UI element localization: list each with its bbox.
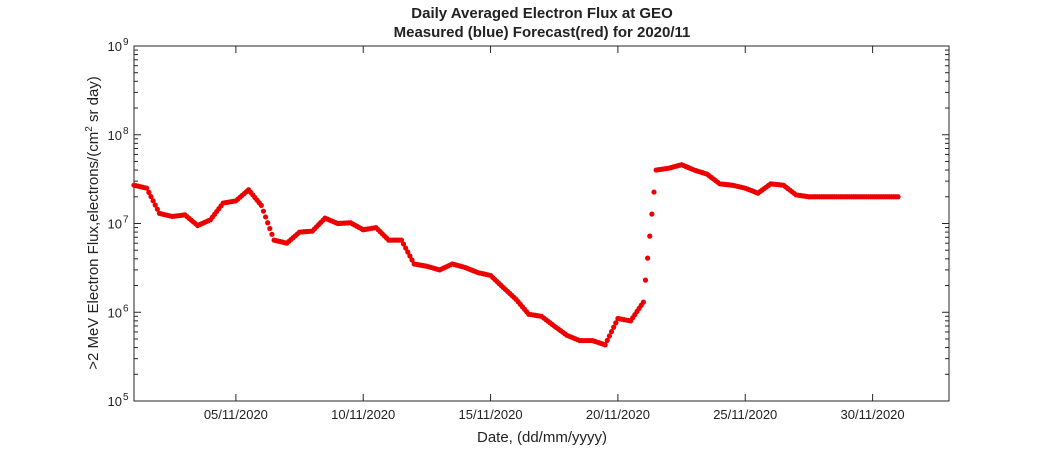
x-tick-label: 10/11/2020: [331, 407, 395, 422]
x-tick-label: 25/11/2020: [713, 407, 777, 422]
data-point: [895, 194, 901, 200]
y-tick-exponent: 6: [123, 303, 129, 314]
y-axis-label: >2 MeV Electron Flux,electrons/(cm2 sr d…: [84, 76, 102, 370]
data-point-interp: [150, 198, 156, 204]
y-tick-label: 10: [108, 394, 122, 409]
data-point-interp: [262, 214, 269, 220]
y-tick-label: 10: [108, 217, 122, 232]
data-point-interp: [649, 211, 655, 217]
y-tick-exponent: 8: [123, 126, 129, 137]
data-point-interp: [152, 202, 158, 208]
x-tick-label: 15/11/2020: [459, 407, 523, 422]
data-point-interp: [146, 189, 152, 195]
data-point-interp: [407, 253, 413, 259]
data-point-interp: [613, 320, 619, 326]
data-point: [144, 185, 150, 191]
plot-area: [133, 45, 950, 402]
data-point-interp: [269, 231, 275, 237]
data-point-interp: [154, 206, 160, 212]
data-point-interp: [265, 220, 271, 226]
x-axis-ticks: 05/11/2020 10/11/2020 15/11/2020 20/11/2020…: [204, 46, 905, 422]
x-tick-label: 30/11/2020: [841, 407, 905, 422]
y-tick-base: 10: [108, 217, 122, 232]
data-point-interp: [148, 193, 154, 200]
y-axis-label-superscript: 2: [84, 126, 95, 132]
chart-subtitle: Measured (blue) Forecast(red) for 2020/1…: [394, 24, 691, 41]
y-tick-base: 10: [108, 39, 122, 54]
data-point-interp: [267, 225, 273, 232]
data-point-interp: [400, 241, 407, 247]
y-tick-base: 10: [108, 128, 122, 143]
y-tick-label: 10: [108, 39, 122, 54]
data-points: [131, 162, 901, 348]
y-tick-base: 10: [108, 305, 122, 320]
chart-title: Daily Averaged Electron Flux at GEO: [411, 5, 673, 22]
y-tick-label: 10: [108, 305, 122, 320]
data-point-interp: [606, 333, 613, 339]
y-tick-exponent: 9: [123, 37, 129, 48]
y-tick-exponent: 7: [123, 215, 129, 226]
x-axis-label: Date, (dd/mm/yyyy): [477, 429, 607, 446]
y-tick-base: 10: [108, 394, 122, 409]
data-point-interp: [645, 255, 651, 261]
y-axis-label-tail: sr day): [85, 76, 102, 126]
data-point-interp: [409, 257, 415, 263]
data-point-interp: [651, 189, 657, 195]
data-point-interp: [604, 337, 610, 344]
data-point: [258, 202, 264, 208]
data-point-interp: [647, 233, 653, 239]
data-point-interp: [642, 277, 649, 283]
y-axis-label-main: >2 MeV Electron Flux,electrons/(cm: [85, 132, 102, 370]
x-tick-label: 05/11/2020: [204, 407, 268, 422]
data-point-interp: [260, 208, 267, 214]
data-point: [398, 237, 405, 243]
data-point-interp: [403, 245, 409, 251]
data-point-interp: [405, 249, 411, 255]
data-point: [640, 299, 646, 305]
y-tick-label: 10: [108, 128, 122, 143]
y-tick-exponent: 5: [123, 392, 129, 403]
x-tick-label: 20/11/2020: [586, 407, 650, 422]
data-point-interp: [608, 329, 615, 335]
plot-frame: [133, 45, 950, 402]
data-point-interp: [611, 324, 617, 330]
data-point: [602, 342, 608, 348]
